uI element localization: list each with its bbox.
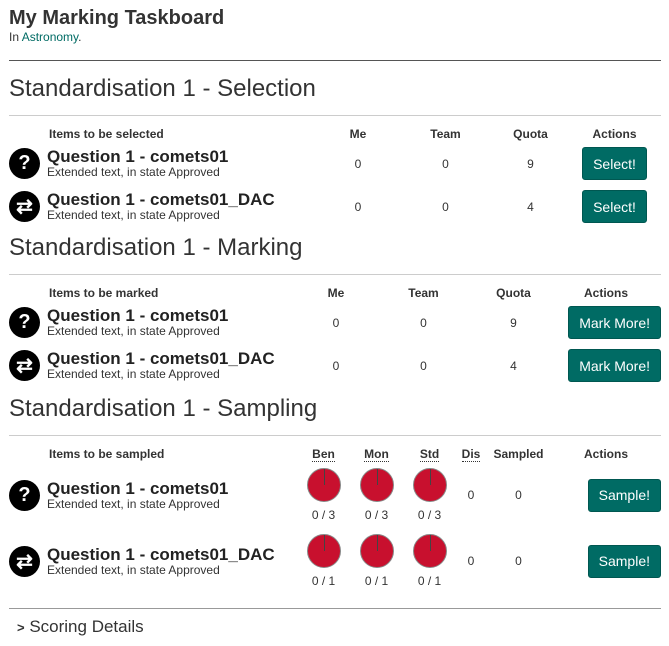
col-header: Actions <box>592 127 637 141</box>
quota: 9 <box>527 156 534 171</box>
question-icon: ? <box>9 479 40 511</box>
section-title: Standardisation 1 - Selection <box>9 75 316 102</box>
selection-table: Items to be selected Me Team Quota Actions ?… <box>9 126 661 228</box>
dis-count: 0 <box>467 554 475 568</box>
table-row: ? Question 1 - comets01 Extended text, in … <box>9 462 661 528</box>
item-subtitle: Extended text, in state Approved <box>47 562 220 577</box>
me-count: 0 <box>332 315 340 330</box>
page-title: My Marking Taskboard <box>9 7 225 29</box>
table-row: ⇄ Question 1 - comets01_DAC Extended text,… <box>9 528 661 594</box>
marking-table: Items to be marked Me Team Quota Actions ? Qu… <box>9 285 661 387</box>
table-row: ⇄ Question 1 - comets01_DAC Extended text,… <box>9 344 661 387</box>
question-icon: ? <box>9 148 40 179</box>
section-title: Standardisation 1 - Sampling <box>9 395 318 422</box>
std-fraction: 0 / 3 <box>417 508 442 522</box>
sampled-count: 0 <box>515 488 522 502</box>
select-button[interactable]: Select! <box>582 190 647 223</box>
quota: 4 <box>527 199 534 214</box>
team-count: 0 <box>420 358 427 373</box>
team-count: 0 <box>442 156 449 171</box>
col-header: Items to be marked <box>49 286 159 300</box>
item-subtitle: Extended text, in state Approved <box>47 324 220 338</box>
me-count: 0 <box>332 358 340 373</box>
std-progress-pie <box>412 534 447 568</box>
scoring-details-label: Scoring Details <box>29 617 144 636</box>
ben-fraction: 0 / 3 <box>311 508 336 522</box>
section-title: Standardisation 1 - Marking <box>9 234 303 261</box>
col-header: Sampled <box>493 447 544 461</box>
item-subtitle: Extended text, in state Approved <box>47 208 220 222</box>
col-header-ben: Ben <box>312 446 335 462</box>
item-title: Question 1 - comets01 <box>47 306 229 325</box>
col-header: Items to be selected <box>49 127 164 141</box>
std-progress-pie <box>412 468 447 502</box>
std-fraction: 0 / 1 <box>417 574 442 588</box>
col-header: Team <box>408 286 439 300</box>
sample-button[interactable]: Sample! <box>587 478 661 512</box>
subtitle: In Astronomy. <box>9 30 82 44</box>
table-row: ? Question 1 - comets01 Extended text, in … <box>9 142 661 185</box>
item-title: Question 1 - comets01_DAC <box>47 349 275 368</box>
col-header: Actions <box>583 286 628 300</box>
me-count: 0 <box>354 156 362 171</box>
team-count: 0 <box>420 315 427 330</box>
swap-icon: ⇄ <box>9 545 40 577</box>
astronomy-link[interactable]: Astronomy <box>21 30 79 44</box>
mark-more-button[interactable]: Mark More! <box>568 306 661 339</box>
divider <box>9 274 661 275</box>
swap-icon: ⇄ <box>9 350 40 381</box>
col-header-dis: Dis <box>461 446 481 462</box>
question-icon: ? <box>9 307 40 338</box>
col-header-mon: Mon <box>364 446 389 462</box>
item-title: Question 1 - comets01_DAC <box>47 190 275 209</box>
divider <box>9 115 661 116</box>
team-count: 0 <box>442 199 449 214</box>
table-row: ? Question 1 - comets01 Extended text, in … <box>9 301 661 344</box>
item-title: Question 1 - comets01 <box>47 147 229 166</box>
me-count: 0 <box>354 199 362 214</box>
item-subtitle: Extended text, in state Approved <box>47 367 220 381</box>
table-row: ⇄ Question 1 - comets01_DAC Extended text,… <box>9 185 661 228</box>
item-subtitle: Extended text, in state Approved <box>47 165 220 179</box>
col-header-std: Std <box>419 446 440 462</box>
sampling-section: Standardisation 1 - Sampling Items to be… <box>9 395 661 594</box>
ben-fraction: 0 / 1 <box>311 574 336 588</box>
mon-progress-pie <box>359 534 394 568</box>
col-header: Actions <box>583 447 628 461</box>
col-header: Quota <box>513 127 548 141</box>
divider <box>9 435 661 436</box>
mon-progress-pie <box>359 468 394 502</box>
dis-count: 0 <box>467 488 475 502</box>
chevron-right-icon: > <box>17 620 25 635</box>
quota: 9 <box>510 315 517 330</box>
item-title: Question 1 - comets01_DAC <box>47 544 275 564</box>
item-title: Question 1 - comets01 <box>47 478 229 498</box>
col-header: Items to be sampled <box>49 447 165 461</box>
col-header: Team <box>430 127 461 141</box>
mon-fraction: 0 / 3 <box>364 508 389 522</box>
select-button[interactable]: Select! <box>582 147 647 180</box>
sampling-table: Items to be sampled Ben Mon Std Dis Sampled Ac… <box>9 446 661 594</box>
selection-section: Standardisation 1 - Selection Items to b… <box>9 75 661 228</box>
mon-fraction: 0 / 1 <box>364 574 389 588</box>
ben-progress-pie <box>306 468 341 502</box>
quota: 4 <box>510 358 517 373</box>
col-header: Me <box>327 286 345 300</box>
item-subtitle: Extended text, in state Approved <box>47 496 220 511</box>
divider <box>9 60 661 61</box>
mark-more-button[interactable]: Mark More! <box>568 349 661 382</box>
col-header: Me <box>349 127 367 141</box>
sampled-count: 0 <box>515 554 522 568</box>
sample-button[interactable]: Sample! <box>587 544 661 578</box>
ben-progress-pie <box>306 534 341 568</box>
marking-section: Standardisation 1 - Marking Items to be … <box>9 234 661 387</box>
col-header: Quota <box>496 286 531 300</box>
swap-icon: ⇄ <box>9 191 40 222</box>
scoring-details-toggle[interactable]: > Scoring Details <box>9 608 661 637</box>
